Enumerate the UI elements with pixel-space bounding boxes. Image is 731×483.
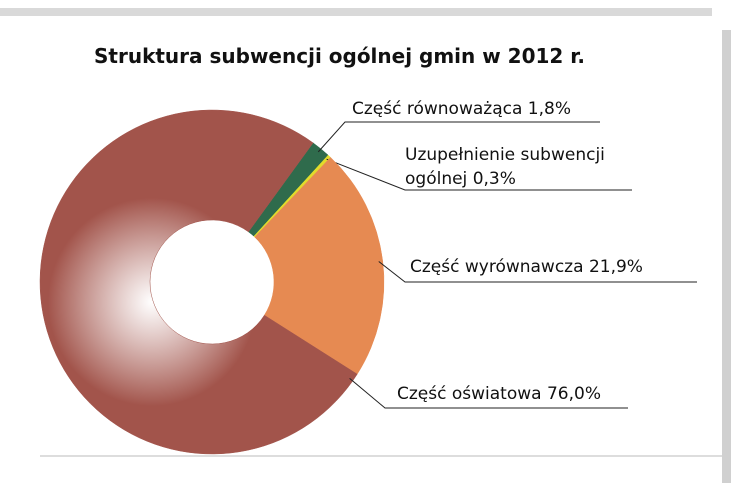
category-label: Część równoważąca (352, 99, 523, 119)
chart-title: Struktura subwencji ogólnej gmin w 2012 … (94, 44, 585, 68)
value-label: 1,8% (527, 99, 571, 119)
data-label: Część wyrównawcza 21,9% (410, 255, 700, 279)
leader-line (378, 261, 697, 283)
data-label: Uzupełnienie subwencji ogólnej 0,3% (405, 143, 640, 191)
category-label: Część oświatowa (397, 384, 542, 404)
value-label: 0,3% (472, 169, 516, 189)
leader-line (349, 377, 628, 409)
data-label: Część oświatowa 76,0% (397, 382, 637, 406)
data-label: Część równoważąca 1,8% (352, 97, 612, 121)
frame-right (722, 30, 731, 483)
category-label: Część wyrównawcza (410, 257, 584, 277)
value-label: 21,9% (588, 257, 643, 277)
donut-segment (254, 157, 385, 375)
category-label: Uzupełnienie subwencji ogólnej (405, 145, 605, 189)
leader-line (317, 121, 600, 153)
frame-top (0, 8, 712, 16)
leader-line (326, 158, 632, 191)
value-label: 76,0% (546, 384, 601, 404)
